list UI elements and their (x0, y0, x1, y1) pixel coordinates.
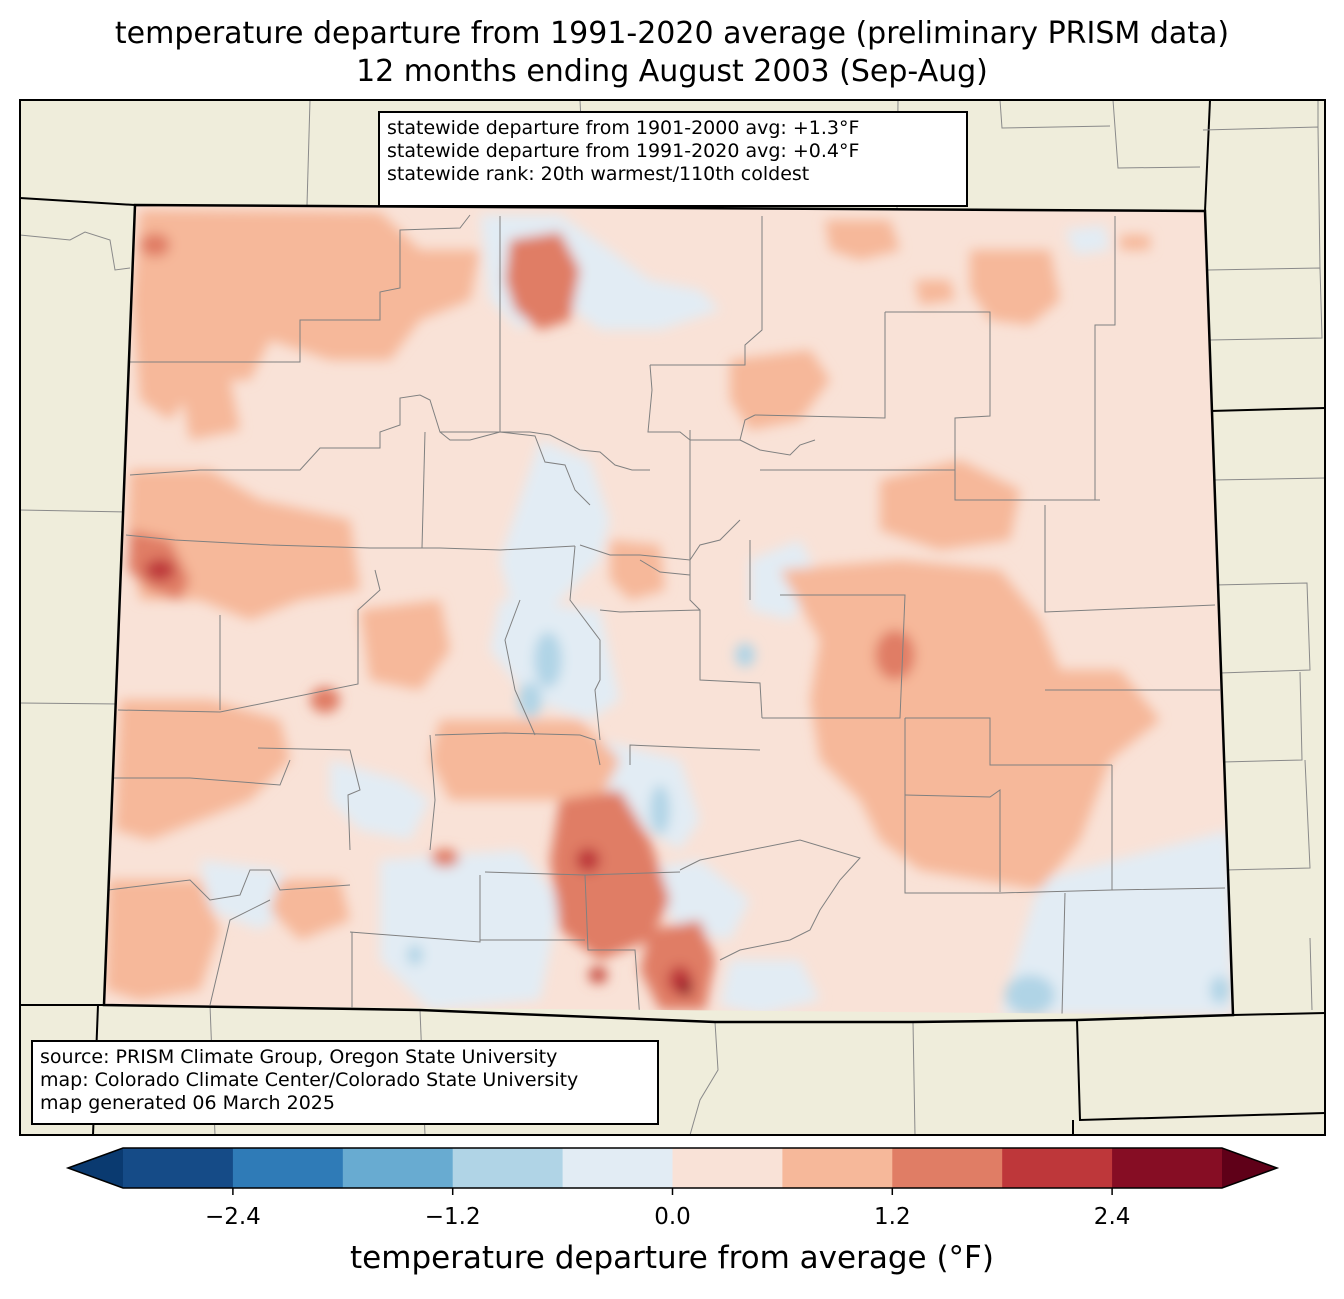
colorbar-tick-label: 0.0 (654, 1204, 691, 1230)
colorado-state-border (102, 203, 1235, 1024)
map-title-line-2: 12 months ending August 2003 (Sep-Aug) (356, 54, 988, 89)
colorbar-tick-label: −2.4 (204, 1204, 261, 1230)
colorbar-swatch (123, 1148, 234, 1188)
colorbar-tick-label: −1.2 (424, 1204, 481, 1230)
colorbar-swatch (1002, 1148, 1113, 1188)
map-title-line-1: temperature departure from 1991-2020 ave… (114, 16, 1230, 51)
statewide-stats-box: statewide departure from 1901-2000 avg: … (378, 111, 968, 207)
stats-line-1: statewide departure from 1901-2000 avg: … (387, 117, 860, 139)
credits-box: source: PRISM Climate Group, Oregon Stat… (31, 1040, 659, 1125)
colorbar-swatch (782, 1148, 893, 1188)
colorbar-swatch (892, 1148, 1003, 1188)
colorbar-label: temperature departure from average (°F) (350, 1240, 994, 1276)
neighbor-county-lines (20, 100, 1325, 1135)
colorbar-extend-high (1222, 1148, 1277, 1188)
credits-line-2: map: Colorado Climate Center/Colorado St… (40, 1069, 579, 1091)
colorbar-swatch (232, 1148, 344, 1188)
credits-line-3: map generated 06 March 2025 (40, 1092, 335, 1114)
credits-line-1: source: PRISM Climate Group, Oregon Stat… (40, 1046, 558, 1068)
colorbar-swatch (342, 1148, 454, 1188)
colorbar-extend-low (68, 1148, 123, 1188)
colorbar-swatch (672, 1148, 783, 1188)
colorbar-swatch (562, 1148, 673, 1188)
colorbar-swatch (1112, 1148, 1223, 1188)
stats-line-3: statewide rank: 20th warmest/110th colde… (387, 163, 810, 185)
colorado-county-lines (107, 214, 1226, 1015)
colorbar (65, 1147, 1280, 1195)
stats-line-2: statewide departure from 1991-2020 avg: … (387, 140, 860, 162)
colorbar-tick-label: 1.2 (874, 1204, 911, 1230)
colorbar-tick-label: 2.4 (1093, 1204, 1131, 1230)
colorbar-outline (65, 1147, 1280, 1189)
map-frame (19, 99, 1326, 1136)
colorbar-swatch (452, 1148, 564, 1188)
temperature-field (104, 205, 1233, 1015)
